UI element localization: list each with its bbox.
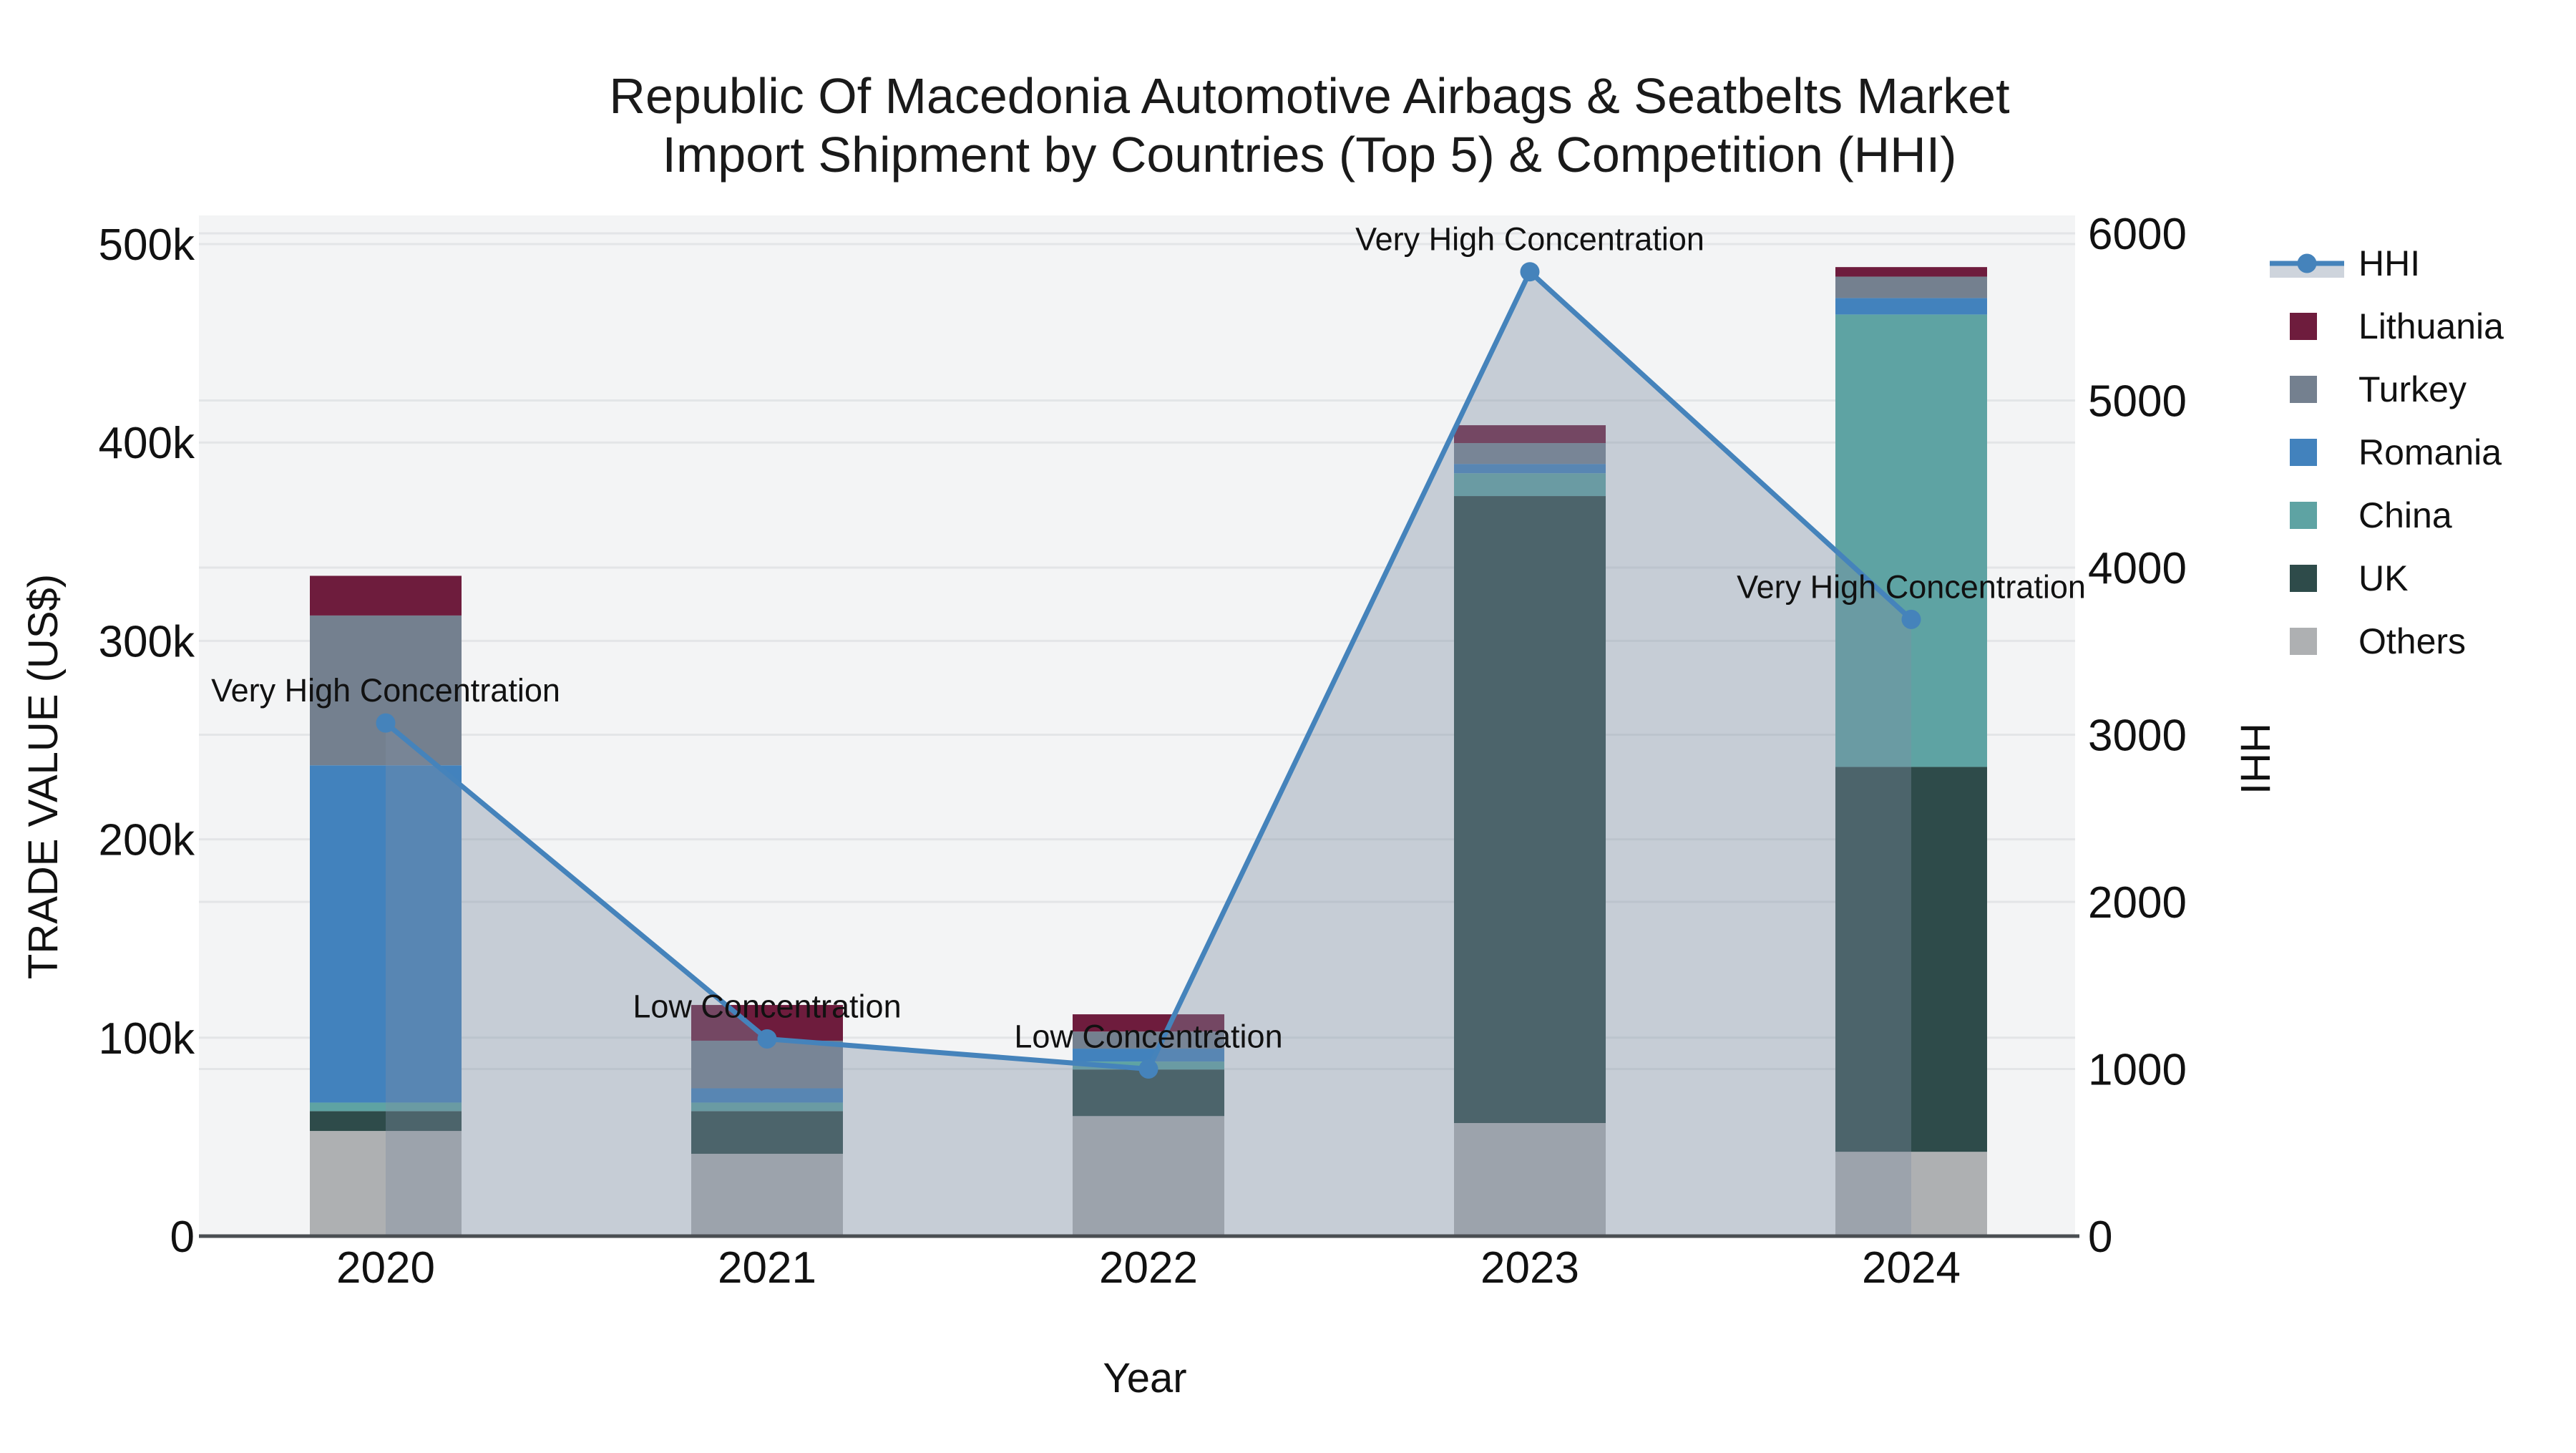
bar-segment-lithuania-2020[interactable]	[310, 575, 462, 616]
hhi-markers	[376, 262, 1921, 1079]
legend-label-uk: UK	[2358, 558, 2408, 598]
legend: HHI Lithuania Turkey Romania China UK Others	[2270, 243, 2504, 661]
bar-segment-lithuania-2023[interactable]	[1454, 425, 1606, 444]
chart-title-line1: Republic Of Macedonia Automotive Airbags…	[609, 68, 2009, 124]
annotation-2023: Very High Concentration	[1355, 221, 1704, 258]
bar-segment-romania-2020[interactable]	[310, 765, 462, 1103]
legend-swatch-uk	[2290, 565, 2317, 592]
legend-item-turkey[interactable]: Turkey	[2290, 369, 2467, 409]
legend-label-turkey: Turkey	[2358, 369, 2467, 409]
bars	[310, 267, 1987, 1236]
legend-label-china: China	[2358, 495, 2452, 535]
y-left-tick-label: 200k	[99, 816, 195, 865]
y-right-tick-label: 0	[2088, 1213, 2112, 1262]
y-right-axis-title: HHI	[2232, 723, 2278, 794]
bar-segment-others-2022[interactable]	[1073, 1116, 1224, 1236]
x-tick-label-2023: 2023	[1480, 1243, 1579, 1293]
bar-segment-uk-2023[interactable]	[1454, 496, 1606, 1123]
legend-item-lithuania[interactable]: Lithuania	[2290, 306, 2504, 346]
legend-item-uk[interactable]: UK	[2290, 558, 2408, 598]
x-tick-label-2021: 2021	[718, 1243, 816, 1293]
x-tick-label-2020: 2020	[336, 1243, 435, 1293]
annotation-2021: Low Concentration	[633, 988, 901, 1024]
bar-segment-turkey-2024[interactable]	[1835, 276, 1987, 298]
bar-segment-lithuania-2024[interactable]	[1835, 267, 1987, 277]
gridlines	[199, 232, 2075, 1070]
y-left-tick-label: 0	[170, 1213, 195, 1262]
bar-segment-turkey-2021[interactable]	[691, 1040, 843, 1089]
bar-segment-uk-2024[interactable]	[1835, 767, 1987, 1152]
hhi-marker-2020[interactable]	[376, 713, 396, 733]
hhi-marker-2024[interactable]	[1901, 609, 1921, 629]
y-right-tick-label: 3000	[2088, 711, 2187, 761]
bar-segment-china-2024[interactable]	[1835, 314, 1987, 767]
bar-segment-others-2024[interactable]	[1835, 1152, 1987, 1236]
y-right-tick-label: 6000	[2088, 210, 2187, 259]
bar-segment-others-2023[interactable]	[1454, 1122, 1606, 1236]
legend-swatch-romania	[2290, 439, 2317, 466]
bar-segment-china-2023[interactable]	[1454, 473, 1606, 497]
bar-segment-uk-2021[interactable]	[691, 1111, 843, 1154]
y-left-tick-label: 300k	[99, 617, 195, 666]
x-tick-label-2024: 2024	[1862, 1243, 1961, 1293]
legend-label-lithuania: Lithuania	[2358, 306, 2504, 346]
legend-swatch-lithuania	[2290, 313, 2317, 340]
legend-swatch-china	[2290, 502, 2317, 529]
legend-item-others[interactable]: Others	[2290, 621, 2466, 661]
annotation-2024: Very High Concentration	[1737, 568, 2086, 605]
legend-item-romania[interactable]: Romania	[2290, 432, 2502, 472]
legend-label-others: Others	[2358, 621, 2466, 661]
hhi-marker-2023[interactable]	[1520, 262, 1540, 282]
bar-segment-china-2021[interactable]	[691, 1102, 843, 1112]
y-right-tick-label: 2000	[2088, 878, 2187, 928]
legend-swatch-turkey	[2290, 376, 2317, 403]
y-left-axis-title: TRADE VALUE (US$)	[20, 574, 67, 979]
annotation-2020: Very High Concentration	[211, 672, 560, 709]
y-right-tick-labels: 0 1000 2000 3000 4000 5000 6000	[2088, 210, 2187, 1262]
bar-segment-romania-2023[interactable]	[1454, 464, 1606, 474]
y-left-tick-label: 100k	[99, 1014, 195, 1064]
legend-label-hhi: HHI	[2358, 243, 2420, 283]
bar-segment-others-2021[interactable]	[691, 1153, 843, 1236]
bar-segment-turkey-2023[interactable]	[1454, 443, 1606, 465]
y-right-tick-label: 5000	[2088, 377, 2187, 427]
y-right-tick-label: 4000	[2088, 544, 2187, 593]
bar-segment-turkey-2020[interactable]	[310, 615, 462, 766]
bar-segment-china-2020[interactable]	[310, 1102, 462, 1112]
bar-segment-romania-2022[interactable]	[1073, 1049, 1224, 1062]
legend-item-hhi[interactable]: HHI	[2270, 243, 2420, 283]
bar-segment-lithuania-2022[interactable]	[1073, 1014, 1224, 1032]
y-left-tick-labels: 0 100k 200k 300k 400k 500k	[99, 220, 195, 1262]
legend-hhi-marker-icon	[2297, 253, 2317, 273]
legend-item-china[interactable]: China	[2290, 495, 2452, 535]
annotation-2022: Low Concentration	[1014, 1019, 1282, 1055]
legend-label-romania: Romania	[2358, 432, 2502, 472]
bar-segment-uk-2020[interactable]	[310, 1111, 462, 1132]
x-tick-label-2022: 2022	[1099, 1243, 1198, 1293]
y-right-tick-label: 1000	[2088, 1046, 2187, 1095]
legend-swatch-others	[2290, 628, 2317, 655]
y-left-tick-label: 500k	[99, 220, 195, 270]
annotations: Very High Concentration Low Concentration…	[211, 221, 2086, 1055]
y-left-tick-label: 400k	[99, 419, 195, 468]
bar-segment-romania-2021[interactable]	[691, 1088, 843, 1103]
bar-segment-turkey-2022[interactable]	[1073, 1031, 1224, 1049]
hhi-area-fill	[386, 271, 1911, 1237]
x-tick-labels: 2020 2021 2022 2023 2024	[336, 1243, 1961, 1293]
hhi-marker-2022[interactable]	[1138, 1059, 1158, 1079]
bar-segment-romania-2024[interactable]	[1835, 298, 1987, 315]
x-axis-title: Year	[1103, 1355, 1186, 1401]
bar-segment-others-2020[interactable]	[310, 1131, 462, 1236]
hhi-marker-2021[interactable]	[757, 1029, 777, 1049]
chart-title-line2: Import Shipment by Countries (Top 5) & C…	[663, 127, 1957, 183]
